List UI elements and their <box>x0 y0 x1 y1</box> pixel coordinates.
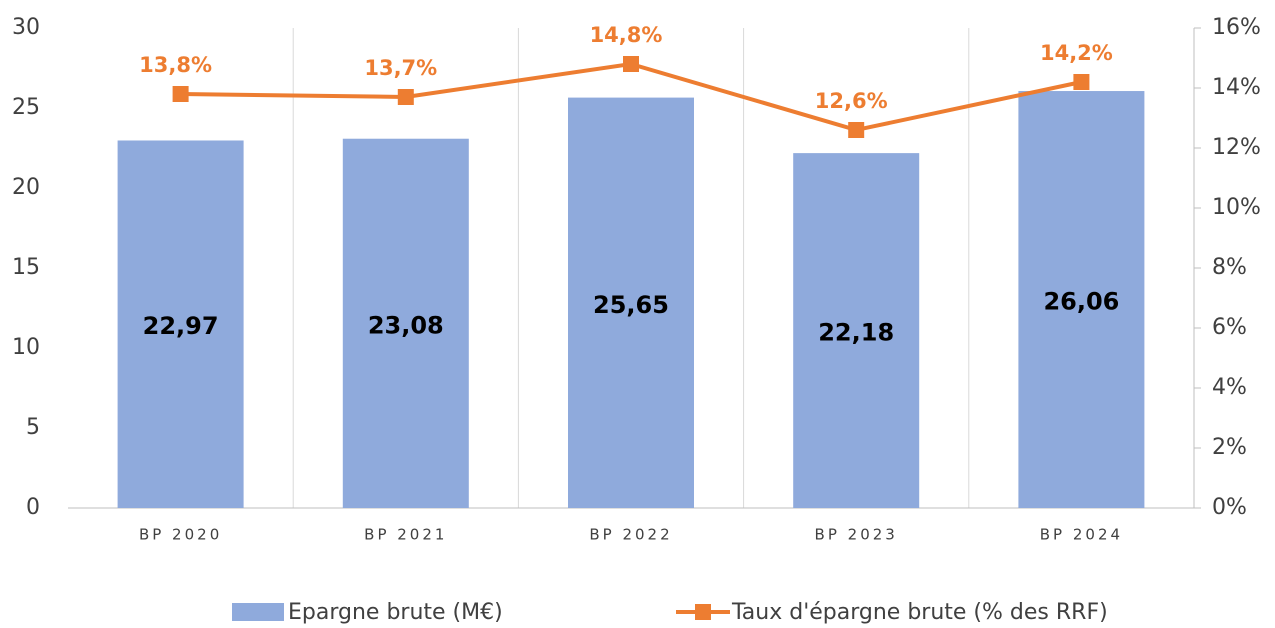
line-marker <box>172 86 189 102</box>
bar-value-label: 22,97 <box>143 312 219 340</box>
y-tick-label: 0 <box>26 495 40 520</box>
bar-value-label: 26,06 <box>1043 288 1119 316</box>
bar <box>342 138 469 508</box>
line-marker <box>848 122 865 138</box>
line-value-label: 13,7% <box>364 56 437 80</box>
x-tick-label: BP 2022 <box>589 526 672 544</box>
legend-label: Taux d'épargne brute (% des RRF) <box>731 600 1108 625</box>
y2-tick-label: 14% <box>1212 75 1261 100</box>
y2-tick-label: 6% <box>1212 315 1247 340</box>
y-tick-label: 15 <box>12 255 40 280</box>
y2-tick-label: 16% <box>1212 15 1261 40</box>
line-marker <box>623 56 639 72</box>
line-value-label: 12,6% <box>815 89 888 113</box>
line-marker <box>1073 74 1090 90</box>
bar <box>568 97 694 508</box>
legend-label: Epargne brute (M€) <box>288 600 503 625</box>
bar <box>1018 91 1145 508</box>
x-tick-label: BP 2020 <box>139 526 222 544</box>
y2-tick-label: 2% <box>1212 435 1247 460</box>
y-tick-label: 5 <box>26 415 40 440</box>
legend-swatch <box>232 603 284 621</box>
y2-tick-label: 8% <box>1212 255 1247 280</box>
x-tick-label: BP 2021 <box>364 526 447 544</box>
y2-tick-label: 4% <box>1212 375 1247 400</box>
bar-value-label: 23,08 <box>368 311 444 339</box>
y-tick-label: 30 <box>12 15 40 40</box>
y2-tick-label: 10% <box>1212 195 1261 220</box>
y-tick-label: 10 <box>12 335 40 360</box>
bar <box>117 140 244 509</box>
x-tick-label: BP 2024 <box>1040 526 1123 544</box>
x-tick-label: BP 2023 <box>815 526 898 544</box>
y2-tick-label: 12% <box>1212 135 1261 160</box>
line-value-label: 14,2% <box>1040 41 1113 65</box>
line-value-label: 13,8% <box>139 53 212 77</box>
legend-swatch <box>695 604 711 620</box>
y-tick-label: 25 <box>12 95 40 120</box>
bar-value-label: 22,18 <box>818 319 894 347</box>
line-marker <box>397 89 414 105</box>
bar <box>793 153 920 508</box>
y-tick-label: 20 <box>12 175 40 200</box>
line-value-label: 14,8% <box>590 23 663 47</box>
y2-tick-label: 0% <box>1212 495 1247 520</box>
bar-value-label: 25,65 <box>593 291 669 319</box>
